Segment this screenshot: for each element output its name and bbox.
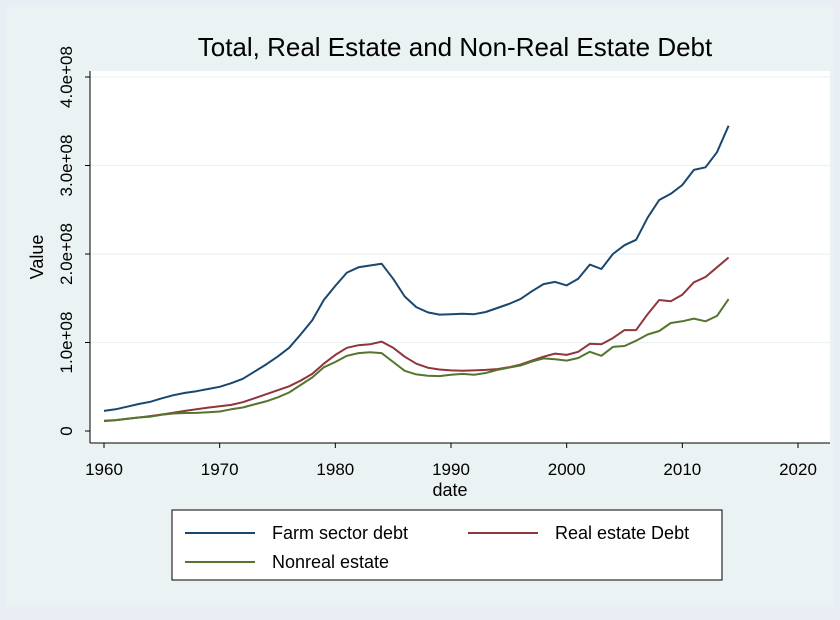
legend-label-3: Nonreal estate: [272, 552, 389, 572]
x-tick-label-0: 1960: [85, 460, 123, 479]
legend: Farm sector debt Real estate Debt Nonreal …: [171, 509, 723, 581]
series-line-3: [103, 298, 730, 423]
y-tick-label-0: 0: [57, 426, 76, 435]
legend-box: [171, 509, 723, 581]
x-tick-label-6: 2020: [779, 460, 817, 479]
y-tick-label-4: 4.0e+08: [57, 46, 76, 108]
x-axis-title: date: [432, 480, 467, 500]
y-axis-title: Value: [27, 235, 47, 280]
y-tick-label-2: 2.0e+08: [57, 223, 76, 285]
x-tick-label-4: 2000: [548, 460, 586, 479]
plot-area: [90, 71, 830, 443]
series-line-1: [103, 125, 730, 412]
axes: 0 1.0e+08 2.0e+08 3.0e+08 4.0e+08 1960 1970 198…: [57, 46, 830, 479]
x-tick-label-2: 1980: [316, 460, 354, 479]
x-tick-label-5: 2010: [663, 460, 701, 479]
x-tick-label-3: 1990: [432, 460, 470, 479]
y-tick-label-1: 1.0e+08: [57, 312, 76, 374]
series-lines: [103, 125, 730, 423]
series-line-2: [103, 256, 730, 422]
legend-label-1: Farm sector debt: [272, 523, 408, 543]
legend-label-2: Real estate Debt: [555, 523, 689, 543]
x-tick-label-1: 1970: [201, 460, 239, 479]
y-tick-label-3: 3.0e+08: [57, 135, 76, 197]
chart-title: Total, Real Estate and Non-Real Estate D…: [198, 32, 713, 62]
